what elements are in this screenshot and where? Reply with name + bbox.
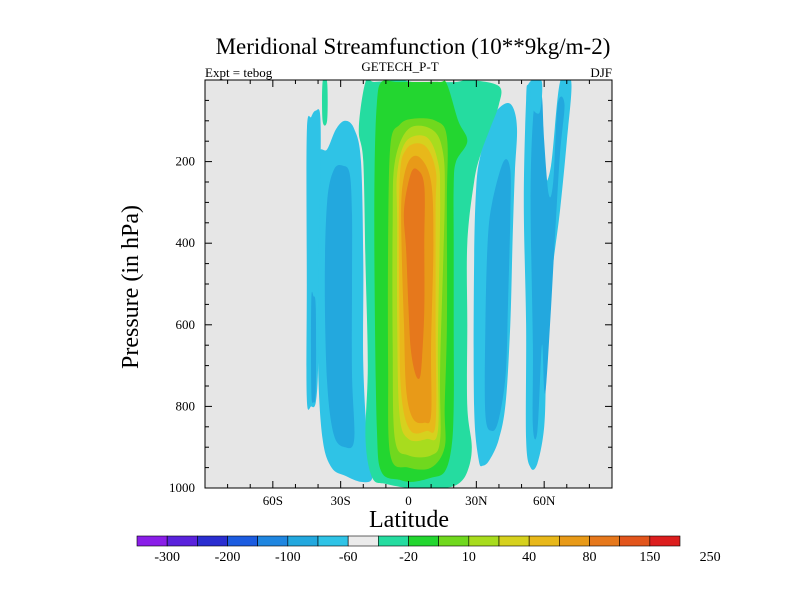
contour-northern-polar-cell bbox=[530, 80, 543, 114]
colorbar-swatch bbox=[287, 535, 319, 547]
x-tick-label: 30S bbox=[331, 493, 351, 508]
contour-southern-polar-sliver bbox=[322, 80, 328, 126]
colorbar-swatch bbox=[528, 535, 560, 547]
y-tick-label: 400 bbox=[176, 235, 196, 250]
colorbar-swatch bbox=[347, 535, 379, 547]
x-tick-label: 60N bbox=[533, 493, 556, 508]
colorbar-swatch bbox=[166, 535, 198, 547]
colorbar-label: -200 bbox=[215, 550, 241, 565]
contour-northern-cell-1-core bbox=[484, 159, 511, 431]
colorbar-swatch bbox=[197, 535, 228, 547]
colorbar-swatch bbox=[227, 535, 258, 547]
colorbar-label: -300 bbox=[154, 550, 180, 565]
x-tick-label: 30N bbox=[465, 493, 488, 508]
colorbar-swatch bbox=[378, 535, 409, 547]
colorbar-label: 40 bbox=[522, 550, 536, 565]
colorbar-labels: -300 -200 -100 -60 -20 10 40 80 150 250 bbox=[154, 550, 720, 565]
contour-northern-cell-2-core bbox=[530, 91, 565, 440]
colorbar-swatch bbox=[498, 535, 530, 547]
colorbar-label: 250 bbox=[700, 550, 721, 565]
colorbar-label: 150 bbox=[639, 550, 660, 565]
colorbar-swatch bbox=[619, 535, 651, 547]
y-tick-label: 600 bbox=[176, 317, 196, 332]
colorbar-swatch bbox=[136, 535, 168, 547]
dataset-label: GETECH_P-T bbox=[361, 59, 438, 74]
colorbar-swatch bbox=[649, 535, 681, 547]
x-axis-ticks: 60S 30S 0 30N 60N bbox=[204, 80, 613, 508]
colorbar-swatch bbox=[468, 535, 500, 547]
experiment-label: Expt = tebog bbox=[205, 65, 273, 80]
colorbar-label: 10 bbox=[462, 550, 476, 565]
colorbar-label: -20 bbox=[399, 550, 418, 565]
colorbar-swatch bbox=[317, 535, 349, 547]
chart-title: Meridional Streamfunction (10**9kg/m-2) bbox=[216, 34, 611, 59]
colorbar-swatch bbox=[559, 535, 590, 547]
colorbar-label: -100 bbox=[275, 550, 301, 565]
colorbar-label: -60 bbox=[339, 550, 358, 565]
contour-fills bbox=[306, 80, 572, 488]
y-tick-label: 200 bbox=[176, 154, 196, 169]
y-tick-label: 1000 bbox=[169, 480, 195, 495]
season-label: DJF bbox=[590, 65, 612, 80]
colorbar bbox=[136, 535, 681, 547]
colorbar-swatch bbox=[408, 535, 439, 547]
colorbar-swatch bbox=[589, 535, 620, 547]
x-axis-label: Latitude bbox=[369, 507, 449, 533]
colorbar-label: 80 bbox=[583, 550, 597, 565]
contour-southern-polar-strip bbox=[306, 109, 321, 410]
y-axis-ticks: 200 400 600 800 1000 bbox=[169, 99, 612, 495]
colorbar-swatch bbox=[438, 535, 470, 547]
contour-southern-outer-cell-core bbox=[324, 165, 355, 449]
y-tick-label: 800 bbox=[176, 398, 196, 413]
contour-main-cell-200 bbox=[403, 168, 425, 380]
colorbar-swatch bbox=[257, 535, 289, 547]
x-tick-label: 60S bbox=[263, 493, 283, 508]
x-tick-label: 0 bbox=[405, 493, 412, 508]
contour-southern-polar-strip-core bbox=[311, 291, 317, 403]
y-axis-label: Pressure (in hPa) bbox=[118, 205, 144, 369]
